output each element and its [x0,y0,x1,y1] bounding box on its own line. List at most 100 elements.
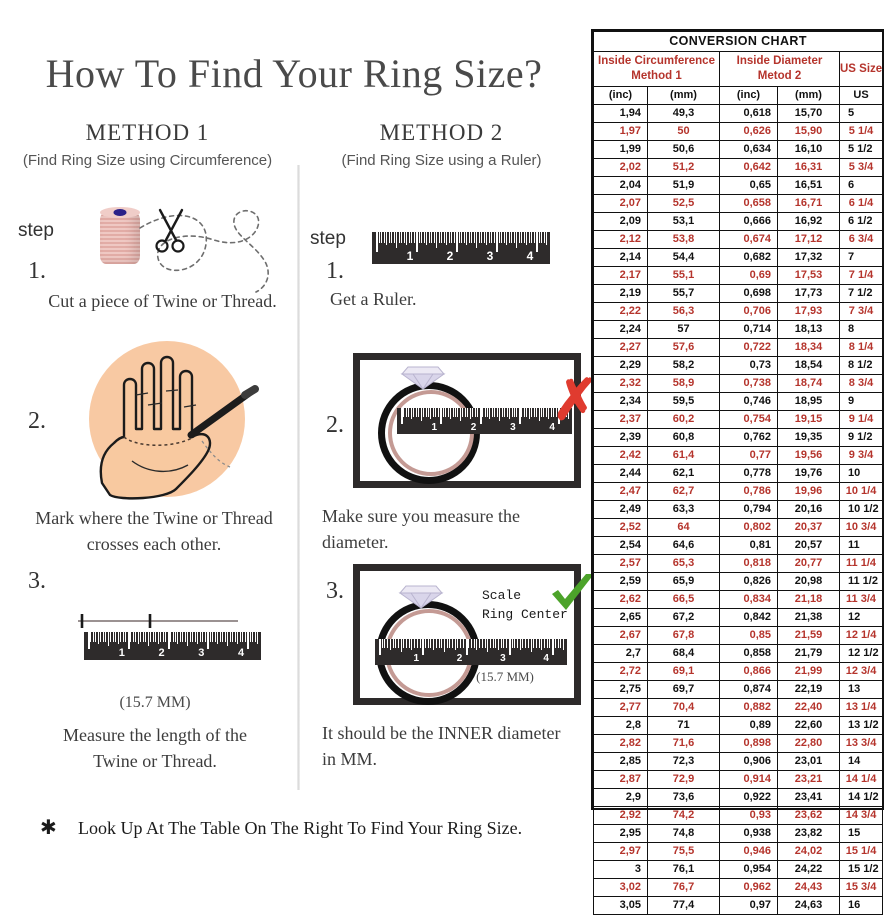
table-cell: 22,19 [777,680,840,699]
table-cell: 15,90 [777,122,840,141]
table-cell: 2,44 [593,464,648,483]
conversion-group-header: US Sizes [838,51,884,87]
ruler-method-1-step-3: 1 2 3 4 [84,632,261,660]
table-cell: 17,32 [777,248,840,267]
table-cell: 7 3/4 [838,302,884,321]
table-cell: 12 1/4 [838,626,884,645]
table-cell: 13 1/2 [838,716,884,735]
table-cell: 0,866 [719,662,778,681]
conversion-group-header-row: Inside Circumference Method 1 Inside Diame… [593,51,884,87]
table-cell: 23,82 [777,824,840,843]
table-cell: 16,31 [777,158,840,177]
table-cell: 2,49 [593,500,648,519]
table-cell: 21,59 [777,626,840,645]
table-cell: 71,6 [647,734,720,753]
table-cell: 69,7 [647,680,720,699]
table-row: 2,92 74,2 0,93 23,62 14 3/4 [593,806,884,825]
table-cell: 65,3 [647,554,720,573]
table-row: 2,09 53,1 0,666 16,92 6 1/2 [593,212,884,231]
scissors-icon [155,208,185,253]
table-cell: 60,8 [647,428,720,447]
table-cell: 19,35 [777,428,840,447]
table-cell: 55,7 [647,284,720,303]
method-2-step-2-caption: Make sure you measure the diameter. [322,506,520,553]
table-cell: 18,95 [777,392,840,411]
table-row: 2,07 52,5 0,658 16,71 6 1/4 [593,194,884,213]
table-cell: 0,666 [719,212,778,231]
table-cell: 2,47 [593,482,648,501]
diamond-icon [398,585,444,609]
table-cell: 24,22 [777,860,840,879]
table-cell: 2,67 [593,626,648,645]
table-cell: 0,826 [719,572,778,591]
table-cell: 5 [838,104,884,123]
method-2-mm-note: (15.7 MM) [476,669,534,684]
table-row: 2,44 62,1 0,778 19,76 10 [593,464,884,483]
table-row: 3 76,1 0,954 24,22 15 1/2 [593,860,884,879]
method-2-step-3-caption-line2: in MM. [322,749,378,770]
table-cell: 9 3/4 [838,446,884,465]
conversion-unit-header: US [838,86,884,105]
table-cell: 58,9 [647,374,720,393]
wrong-mark-icon: ✗ [552,368,599,431]
ruler-label: 4 [526,248,534,263]
table-cell: 17,73 [777,284,840,303]
table-row: 2,27 57,6 0,722 18,34 8 1/4 [593,338,884,357]
table-row: 2,67 67,8 0,85 21,59 12 1/4 [593,626,884,645]
method-2-step-3-photo: Scale Ring Center 1 2 3 4 (15.7 MM) [353,564,581,705]
conversion-unit-header: (mm) [777,86,840,105]
table-cell: 2,7 [593,644,648,663]
ruler-label: 3 [500,652,506,664]
table-row: 3,05 77,4 0,97 24,63 16 [593,896,884,915]
table-cell: 3,02 [593,878,648,897]
method-1-title: METHOD 1 [85,120,210,145]
method-1-step-1-number: 1. [28,258,46,284]
conversion-table: CONVERSION CHART Inside Circumference Meth… [592,31,884,915]
table-cell: 20,16 [777,500,840,519]
table-cell: 0,874 [719,680,778,699]
table-cell: 0,746 [719,392,778,411]
table-cell: 17,53 [777,266,840,285]
method-2-step-2-number: 2. [326,412,344,438]
conversion-group-header: Inside Diameter Metod 2 [719,51,840,87]
asterisk-icon: ✱ [40,817,57,839]
table-cell: 0,714 [719,320,778,339]
table-row: 2,59 65,9 0,826 20,98 11 1/2 [593,572,884,591]
thread-path-icon [139,209,269,293]
table-cell: 11 [838,536,884,555]
table-cell: 1,99 [593,140,648,159]
method-2-subtitle: (Find Ring Size using a Ruler) [341,152,542,169]
ruler-method-2-step-2: 1 2 3 4 [397,408,572,434]
table-cell: 50,6 [647,140,720,159]
method-2-step-2-photo: 1 2 3 4 [353,353,581,488]
table-row: 2,39 60,8 0,762 19,35 9 1/2 [593,428,884,447]
table-row: 2,9 73,6 0,922 23,41 14 1/2 [593,788,884,807]
method-2-step-1-number: 1. [326,258,344,284]
table-cell: 2,95 [593,824,648,843]
table-cell: 17,93 [777,302,840,321]
table-cell: 15 1/4 [838,842,884,861]
table-cell: 71 [647,716,720,735]
table-cell: 75,5 [647,842,720,861]
table-cell: 13 3/4 [838,734,884,753]
table-cell: 6 3/4 [838,230,884,249]
conversion-unit-header: (inc) [593,86,648,105]
method-2-step-3-caption: It should be the INNER diameter in MM. [322,720,588,772]
table-cell: 0,922 [719,788,778,807]
ruler-label: 4 [549,421,555,433]
page-title: How To Find Your Ring Size? [45,51,543,96]
table-cell: 20,57 [777,536,840,555]
table-cell: 21,99 [777,662,840,681]
table-row: 2,32 58,9 0,738 18,74 8 3/4 [593,374,884,393]
table-cell: 0,674 [719,230,778,249]
table-cell: 0,954 [719,860,778,879]
right-mark-icon [552,574,594,610]
table-cell: 5 1/4 [838,122,884,141]
table-cell: 58,2 [647,356,720,375]
conversion-chart: CONVERSION CHART Inside Circumference Meth… [592,31,884,915]
table-cell: 0,682 [719,248,778,267]
table-cell: 5 1/2 [838,140,884,159]
method-1-step-1-caption: Cut a piece of Twine or Thread. [48,291,277,311]
ruler-label: 3 [510,421,516,433]
table-cell: 8 1/4 [838,338,884,357]
